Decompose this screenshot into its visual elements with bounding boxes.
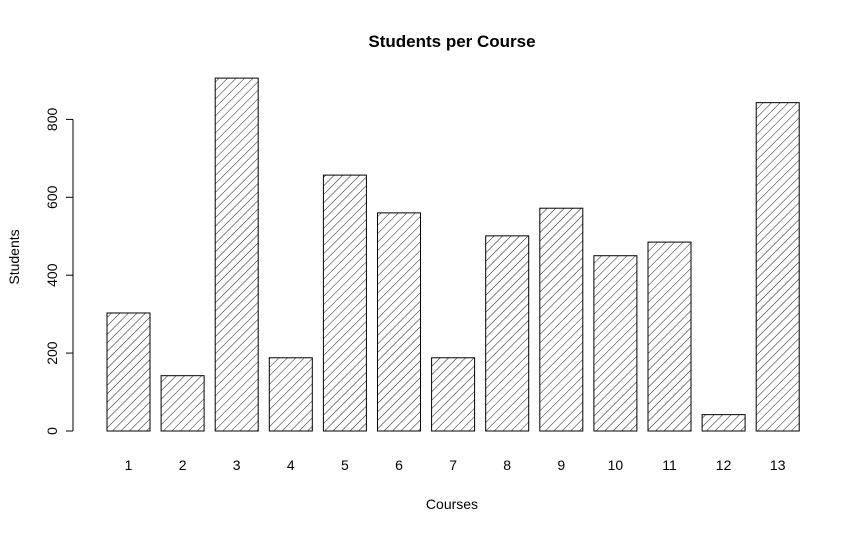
y-tick-label: 200 [44, 341, 60, 365]
y-tick-label: 600 [44, 185, 60, 209]
y-axis: 0 200 400 600 800 [44, 108, 74, 435]
bar-course-5 [322, 174, 367, 432]
x-tick-label: 8 [503, 457, 511, 473]
bar-course-13 [755, 102, 800, 432]
x-tick-label: 6 [395, 457, 403, 473]
x-axis-label: Courses [426, 496, 478, 512]
bar-course-12 [701, 414, 746, 432]
x-tick-label: 5 [341, 457, 349, 473]
y-tick-label: 0 [44, 427, 60, 435]
x-tick-label: 12 [716, 457, 732, 473]
bar-course-7 [431, 357, 476, 432]
x-tick-label: 3 [233, 457, 241, 473]
y-axis-label: Students [6, 229, 22, 284]
bar-course-2 [160, 375, 205, 432]
bar-course-6 [377, 212, 421, 432]
bar-course-11 [647, 241, 692, 432]
x-tick-label: 7 [449, 457, 457, 473]
x-tick-label: 13 [770, 457, 786, 473]
x-tick-label: 10 [608, 457, 624, 473]
x-tick-label: 4 [287, 457, 295, 473]
chart-title: Students per Course [368, 32, 535, 51]
bar-course-1 [106, 312, 151, 432]
x-tick-label: 1 [125, 457, 133, 473]
bar-course-3 [214, 77, 259, 432]
x-tick-labels: 1 2 3 4 5 6 7 8 9 10 11 12 13 [125, 457, 786, 473]
x-tick-label: 9 [557, 457, 565, 473]
x-tick-label: 11 [662, 457, 677, 473]
bars [106, 77, 800, 432]
bar-course-10 [593, 255, 638, 432]
bar-course-4 [268, 357, 313, 432]
bar-course-9 [539, 207, 584, 432]
x-tick-label: 2 [179, 457, 187, 473]
y-tick-label: 400 [44, 263, 60, 287]
y-tick-label: 800 [44, 108, 60, 132]
bar-course-8 [485, 235, 530, 432]
